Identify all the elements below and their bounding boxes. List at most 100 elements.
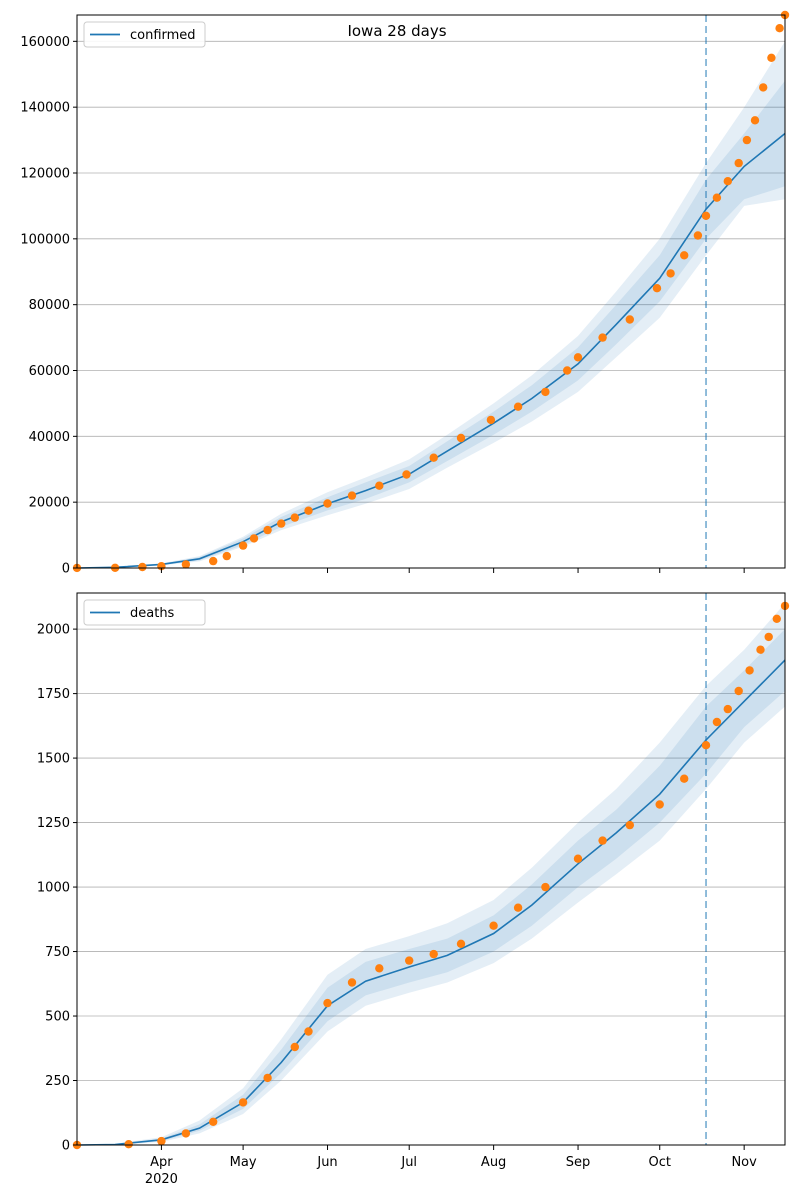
x-tick-label: Oct (648, 1155, 670, 1170)
observed-point (347, 978, 357, 987)
observed-point (573, 854, 583, 863)
y-tick-label: 0 (62, 562, 70, 577)
y-tick-label: 80000 (29, 298, 70, 313)
observed-point (734, 686, 743, 696)
observed-point (772, 614, 781, 623)
observed-point (456, 433, 466, 443)
y-tick-label: 160000 (20, 35, 70, 50)
observed-point (764, 632, 773, 642)
x-tick-label: Jul (400, 1155, 417, 1170)
observed-point (263, 1073, 272, 1083)
observed-point (402, 470, 411, 479)
observed-point (209, 556, 218, 566)
observed-point (347, 491, 357, 500)
x-tick-label: Nov (731, 1155, 757, 1170)
observed-point (712, 193, 722, 202)
plot-frame (76, 14, 786, 569)
observed-point (238, 1098, 248, 1107)
deaths-panel: deaths 0 250 500 750 1000 1250 1500 1750 2000 Apr… (37, 592, 790, 1187)
figure-title: Iowa 28 days (347, 22, 446, 40)
y-tick-label: 20000 (29, 496, 70, 511)
y-tick-label: 250 (45, 1074, 70, 1089)
observed-point (375, 481, 384, 490)
observed-point (767, 53, 776, 62)
legend-box (83, 599, 206, 626)
observed-point (249, 534, 259, 543)
observed-point (563, 366, 572, 375)
observed-point (181, 1129, 191, 1138)
observed-point (625, 820, 634, 830)
observed-point (712, 717, 722, 727)
uncertainty-band (77, 41, 785, 569)
observed-point (598, 333, 607, 342)
observed-point (513, 402, 523, 411)
observed-point (290, 513, 299, 522)
observed-point (323, 499, 332, 508)
y-tick-label: 1750 (37, 687, 70, 702)
observed-point (238, 541, 248, 550)
observed-point (429, 453, 438, 462)
observed-point (429, 949, 438, 959)
observed-point (750, 116, 760, 125)
plot-frame (76, 592, 786, 1146)
x-tick-year-label: 2020 (145, 1172, 178, 1187)
observed-point (598, 836, 607, 845)
y-tick-label: 0 (62, 1139, 70, 1154)
observed-point (513, 903, 523, 912)
y-tick-label: 750 (45, 945, 70, 960)
observed-point (745, 666, 754, 675)
observed-point (304, 506, 313, 515)
observed-point (723, 177, 732, 186)
y-tick-label: 1250 (37, 816, 70, 831)
observed-point (138, 562, 147, 572)
y-tick-label: 1000 (37, 881, 70, 896)
y-tick-label: 140000 (20, 101, 70, 116)
observed-point (486, 415, 496, 425)
x-tick-label: Apr (150, 1155, 173, 1170)
observed-point (209, 1117, 218, 1127)
observed-point (304, 1027, 313, 1036)
observed-point (701, 741, 711, 750)
observed-point (456, 939, 466, 948)
observed-point (124, 1140, 133, 1149)
x-tick-label: Sep (566, 1155, 591, 1170)
observed-point (655, 800, 664, 809)
observed-point (625, 315, 634, 324)
y-tick-label: 1500 (37, 752, 70, 767)
x-tick-label: Jun (316, 1155, 337, 1170)
legend-label-confirmed: confirmed (130, 28, 196, 43)
observed-point (734, 158, 743, 168)
observed-point (701, 211, 711, 220)
y-tick-label: 120000 (20, 167, 70, 182)
confirmed-panel: confirmed 0 20000 40000 60000 80000 100000 120… (20, 10, 790, 577)
observed-point (652, 284, 662, 293)
y-tick-label: 40000 (29, 430, 70, 445)
observed-point (573, 353, 583, 362)
observed-point (277, 519, 286, 528)
observed-point (263, 525, 272, 535)
observed-point (723, 704, 732, 714)
observed-point (375, 964, 384, 973)
observed-point (666, 269, 675, 278)
model-line (76, 659, 786, 1146)
observed-point (222, 551, 231, 561)
legend-box (83, 21, 206, 48)
observed-point (405, 956, 414, 965)
observed-point (680, 774, 689, 783)
y-tick-label: 100000 (20, 232, 70, 247)
y-tick-label: 500 (45, 1010, 70, 1025)
observed-point (541, 882, 550, 892)
y-tick-label: 60000 (29, 364, 70, 379)
observed-point (756, 645, 765, 654)
observed-point (775, 24, 784, 33)
observed-point (290, 1042, 299, 1052)
observed-point (157, 1136, 166, 1146)
observed-point (489, 921, 498, 930)
x-tick-label: Aug (481, 1155, 506, 1170)
observed-point (693, 231, 703, 240)
y-tick-label: 2000 (37, 623, 70, 638)
model-line (76, 132, 786, 569)
observed-point (759, 83, 768, 92)
observed-point (680, 251, 689, 260)
